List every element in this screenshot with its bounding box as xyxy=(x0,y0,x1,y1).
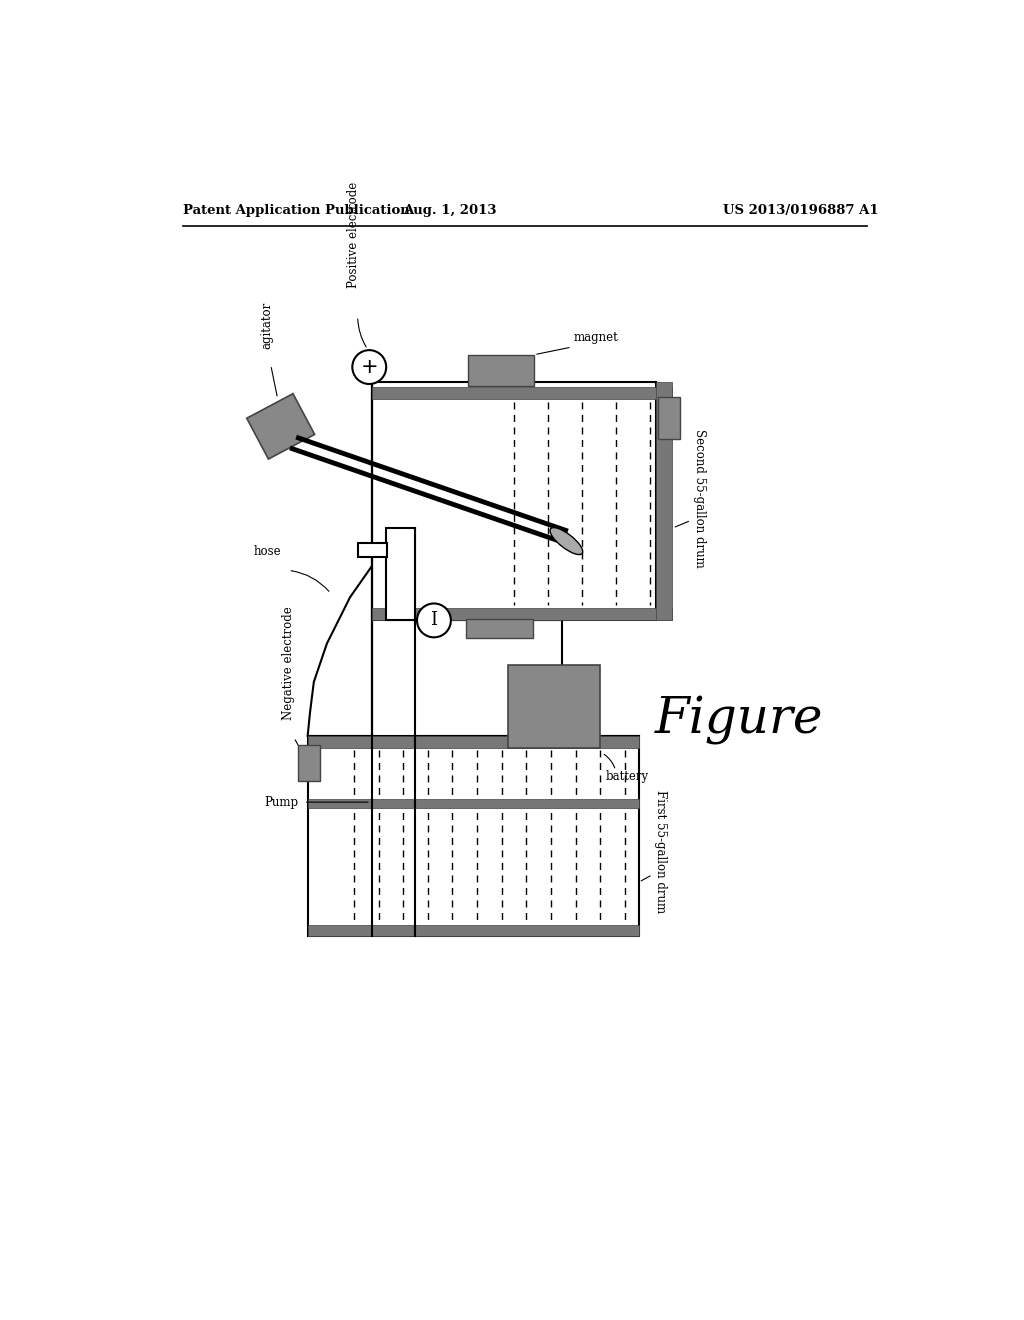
Text: I: I xyxy=(430,611,437,630)
Text: Patent Application Publication: Patent Application Publication xyxy=(183,205,410,218)
Text: Pump: Pump xyxy=(264,796,298,809)
Circle shape xyxy=(352,350,386,384)
Bar xyxy=(307,737,639,748)
Bar xyxy=(357,544,387,557)
Bar xyxy=(307,737,639,936)
Text: hose: hose xyxy=(254,545,282,557)
Circle shape xyxy=(417,603,451,638)
Text: Negative electrode: Negative electrode xyxy=(282,607,295,721)
Bar xyxy=(658,397,680,440)
Bar xyxy=(468,355,535,385)
Text: agitator: agitator xyxy=(260,302,273,350)
Bar xyxy=(307,925,639,936)
Bar xyxy=(247,393,314,459)
Bar xyxy=(386,528,416,620)
Ellipse shape xyxy=(550,528,583,554)
Bar xyxy=(508,665,600,748)
Text: Second 55-gallon drum: Second 55-gallon drum xyxy=(692,429,706,568)
Text: Aug. 1, 2013: Aug. 1, 2013 xyxy=(403,205,497,218)
Bar xyxy=(656,383,672,620)
Bar xyxy=(372,387,672,400)
Text: +: + xyxy=(360,358,378,378)
Bar xyxy=(372,609,672,620)
Bar xyxy=(372,383,656,620)
Text: battery: battery xyxy=(605,770,649,783)
Bar xyxy=(466,619,532,638)
Text: US 2013/0196887 A1: US 2013/0196887 A1 xyxy=(723,205,879,218)
Text: Figure: Figure xyxy=(654,696,823,746)
Text: magnet: magnet xyxy=(573,330,618,343)
Text: First 55-gallon drum: First 55-gallon drum xyxy=(654,789,668,913)
Text: Positive electrode: Positive electrode xyxy=(347,182,360,288)
Bar xyxy=(298,744,319,780)
Bar xyxy=(307,799,639,808)
